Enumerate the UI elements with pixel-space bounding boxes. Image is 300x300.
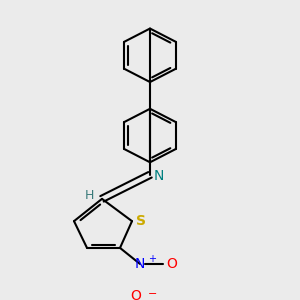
- Text: S: S: [136, 214, 146, 228]
- Text: H: H: [85, 189, 94, 202]
- Text: −: −: [148, 289, 158, 299]
- Text: O: O: [166, 257, 177, 271]
- Text: O: O: [130, 289, 141, 300]
- Text: N: N: [154, 169, 164, 183]
- Text: +: +: [148, 254, 156, 264]
- Text: N: N: [135, 257, 145, 271]
